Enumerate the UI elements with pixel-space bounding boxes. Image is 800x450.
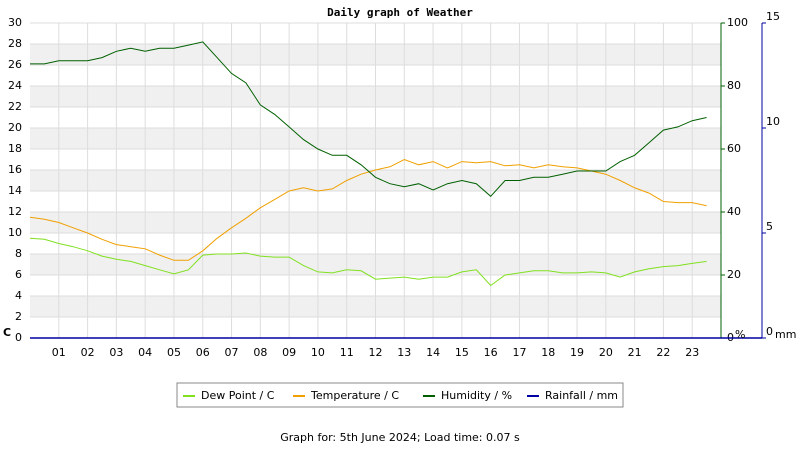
y-tick-label: 10 — [8, 226, 22, 239]
x-tick-label: 02 — [81, 346, 95, 359]
x-tick-label: 06 — [196, 346, 210, 359]
y-tick-label: 16 — [8, 163, 22, 176]
legend-label: Rainfall / mm — [545, 389, 618, 402]
x-tick-label: 22 — [656, 346, 670, 359]
x-tick-label: 01 — [52, 346, 66, 359]
legend-label: Dew Point / C — [201, 389, 275, 402]
series-line — [29, 158, 707, 261]
x-tick-label: 07 — [225, 346, 239, 359]
y2-tick-label: 40 — [727, 205, 741, 218]
y3-tick-label: 10 — [766, 115, 780, 128]
legend-box — [176, 382, 624, 408]
y-tick-label: 0 — [15, 331, 22, 344]
y-tick-label: 28 — [8, 37, 22, 50]
y-tick-label: 20 — [8, 121, 22, 134]
legend-label: Temperature / C — [310, 389, 399, 402]
y2-tick-label: 80 — [727, 79, 741, 92]
y-tick-label: 14 — [8, 184, 22, 197]
x-tick-label: 10 — [311, 346, 325, 359]
y-tick-label: 18 — [8, 142, 22, 155]
legend-label: Humidity / % — [441, 389, 512, 402]
y-tick-label: 26 — [8, 58, 22, 71]
x-tick-label: 14 — [426, 346, 440, 359]
x-tick-label: 21 — [628, 346, 642, 359]
x-tick-label: 03 — [109, 346, 123, 359]
x-tick-label: 09 — [282, 346, 296, 359]
y-tick-label: 22 — [8, 100, 22, 113]
y2-tick-label: 100 — [727, 16, 748, 29]
x-tick-label: 04 — [138, 346, 152, 359]
x-tick-label: 08 — [253, 346, 267, 359]
x-tick-label: 17 — [512, 346, 526, 359]
x-tick-label: 05 — [167, 346, 181, 359]
y-tick-label: 4 — [15, 289, 22, 302]
x-tick-label: 13 — [397, 346, 411, 359]
x-tick-label: 16 — [484, 346, 498, 359]
y-tick-label: 6 — [15, 268, 22, 281]
y3-unit: mm — [775, 328, 796, 341]
series-line — [30, 41, 707, 197]
y-tick-label: 24 — [8, 79, 22, 92]
x-tick-label: 23 — [685, 346, 699, 359]
y2-tick-label: 20 — [727, 268, 741, 281]
x-tick-label: 19 — [570, 346, 584, 359]
y2-unit: % — [735, 328, 745, 341]
chart-title: Daily graph of Weather — [327, 6, 473, 19]
y2-tick-label: 60 — [727, 142, 741, 155]
x-tick-label: 18 — [541, 346, 555, 359]
y-tick-label: 12 — [8, 205, 22, 218]
y-tick-label: 2 — [15, 310, 22, 323]
x-tick-label: 12 — [369, 346, 383, 359]
y-tick-label: 8 — [15, 247, 22, 260]
x-tick-label: 11 — [340, 346, 354, 359]
y3-tick-label: 0 — [766, 325, 773, 338]
y3-tick-label: 15 — [766, 10, 780, 23]
x-tick-label: 20 — [599, 346, 613, 359]
series-line — [29, 237, 707, 287]
footer: Graph for: 5th June 2024; Load time: 0.0… — [280, 431, 520, 444]
y-unit: C — [3, 326, 11, 339]
x-tick-label: 15 — [455, 346, 469, 359]
y3-tick-label: 5 — [766, 220, 773, 233]
y-tick-label: 30 — [8, 16, 22, 29]
